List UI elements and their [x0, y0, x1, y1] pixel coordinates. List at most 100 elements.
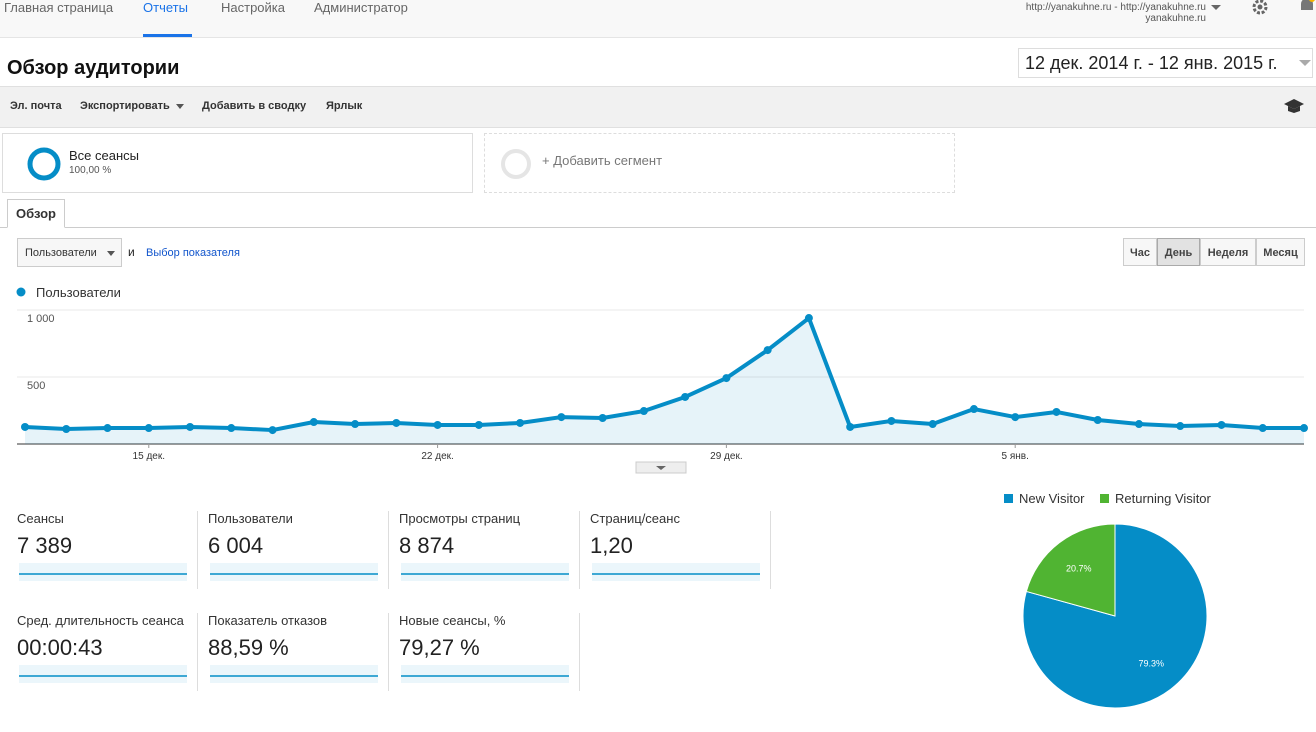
sparkline: [401, 563, 569, 581]
point: [598, 414, 607, 423]
point: [1258, 424, 1267, 433]
top-nav: Главная страница Отчеты Настройка Админи…: [0, 0, 1316, 38]
legend-label: New Visitor: [1019, 491, 1085, 506]
nav-link[interactable]: Настройка: [221, 0, 285, 15]
point: [1300, 424, 1308, 433]
nav-link[interactable]: Администратор: [314, 0, 408, 15]
point: [103, 424, 112, 433]
line: [24, 316, 1304, 433]
point: [928, 420, 937, 429]
legend-label: Returning Visitor: [1115, 491, 1212, 506]
settings-icon[interactable]: [1251, 0, 1269, 16]
legend-label: Пользователи: [36, 285, 121, 300]
point: [62, 424, 71, 433]
point: [392, 418, 401, 427]
dropdown-arrow: [1299, 60, 1311, 66]
point: [846, 422, 855, 431]
point: [763, 346, 772, 355]
segment-card[interactable]: Все сеансы 100,00 %: [2, 133, 473, 193]
segment-name: Все сеансы: [69, 148, 139, 163]
metric-value: 00:00:43: [17, 635, 103, 660]
point: [1052, 407, 1061, 416]
point: [309, 418, 318, 427]
legend-swatch: [1004, 494, 1013, 503]
legend-marker: [16, 287, 26, 297]
education-icon[interactable]: [1283, 98, 1305, 114]
point: [21, 422, 29, 431]
point: [474, 420, 483, 429]
point: [1093, 416, 1102, 425]
sparkline: [592, 563, 760, 581]
point: [887, 416, 896, 425]
toolbar: Эл. почта Экспортировать Добавить в свод…: [0, 86, 1316, 128]
point: [639, 407, 648, 416]
date-range-picker[interactable]: 12 дек. 2014 г. - 12 янв. 2015 г.: [1018, 48, 1313, 78]
metric-value: 7 389: [17, 533, 73, 558]
point: [351, 420, 360, 429]
tab[interactable]: Обзор: [7, 199, 65, 228]
page-title: Обзор аудитории: [7, 57, 180, 79]
sparkline-bg: [401, 563, 569, 581]
toolbar-button[interactable]: Эл. почта: [10, 100, 62, 112]
toolbar-button[interactable]: Добавить в сводку: [202, 100, 307, 112]
metric-separator: [197, 613, 198, 691]
segment-donut: [27, 147, 61, 181]
segment-donut: [501, 149, 531, 179]
dropdown-arrow[interactable]: [1210, 2, 1222, 12]
point: [144, 424, 153, 433]
granularity-button[interactable]: Час: [1123, 238, 1157, 266]
metric-separator: [770, 511, 771, 589]
sparkline-bg: [19, 563, 187, 581]
point: [186, 422, 195, 431]
point: [268, 426, 277, 435]
metric-label: Просмотры страниц: [399, 511, 521, 526]
area: [25, 318, 1304, 444]
choose-metric-link[interactable]: Выбор показателя: [146, 247, 240, 259]
point: [722, 374, 731, 383]
collapse-arrow: [656, 466, 666, 470]
point: [557, 413, 566, 422]
point: [969, 405, 978, 414]
x-tick-label: 5 янв.: [1002, 451, 1029, 462]
pie-label: 79.3%: [1138, 659, 1164, 669]
x-tick-label: 22 дек.: [421, 451, 453, 462]
dropdown-arrow: [107, 251, 115, 256]
sparkline: [19, 563, 187, 581]
granularity-button[interactable]: Месяц: [1256, 238, 1305, 266]
metric-separator: [197, 511, 198, 589]
toolbar-button[interactable]: Экспортировать: [80, 100, 170, 112]
metric-separator: [388, 511, 389, 589]
metric-select-label: Пользователи: [25, 247, 97, 259]
metric-label: Страниц/сеанс: [590, 511, 680, 526]
point: [681, 392, 690, 401]
toolbar-button[interactable]: Ярлык: [326, 100, 363, 112]
sparkline-bg: [19, 665, 187, 683]
pie-slice: [1025, 523, 1116, 617]
sparkline-bg: [210, 665, 378, 683]
metric-separator: [579, 613, 580, 691]
metric-value: 6 004: [208, 533, 264, 558]
metric-label: Сеансы: [17, 511, 64, 526]
granularity-button[interactable]: Неделя: [1200, 238, 1256, 266]
sparkline: [401, 665, 569, 683]
point: [1176, 422, 1185, 431]
metric-separator: [579, 511, 580, 589]
nav-link[interactable]: Отчеты: [143, 0, 188, 15]
sparkline: [210, 665, 378, 683]
tab-line: [0, 227, 1316, 228]
metric-select[interactable]: Пользователи: [17, 238, 122, 267]
notifications-icon[interactable]: [1297, 0, 1316, 14]
account-selector[interactable]: http://yanakuhne.ru - http://yanakuhne.r…: [1026, 2, 1206, 24]
account-sub: yanakuhne.ru: [1145, 13, 1206, 24]
legend-swatch: [1100, 494, 1109, 503]
sparkline-bg: [592, 563, 760, 581]
metric-label: Показатель отказов: [208, 613, 328, 628]
granularity-button[interactable]: День: [1157, 238, 1200, 266]
pie-label: 20.7%: [1066, 563, 1092, 573]
add-segment[interactable]: + Добавить сегмент: [484, 133, 955, 193]
nav-link[interactable]: Главная страница: [4, 0, 114, 15]
point: [804, 314, 813, 323]
segment-share: 100,00 %: [69, 165, 112, 176]
